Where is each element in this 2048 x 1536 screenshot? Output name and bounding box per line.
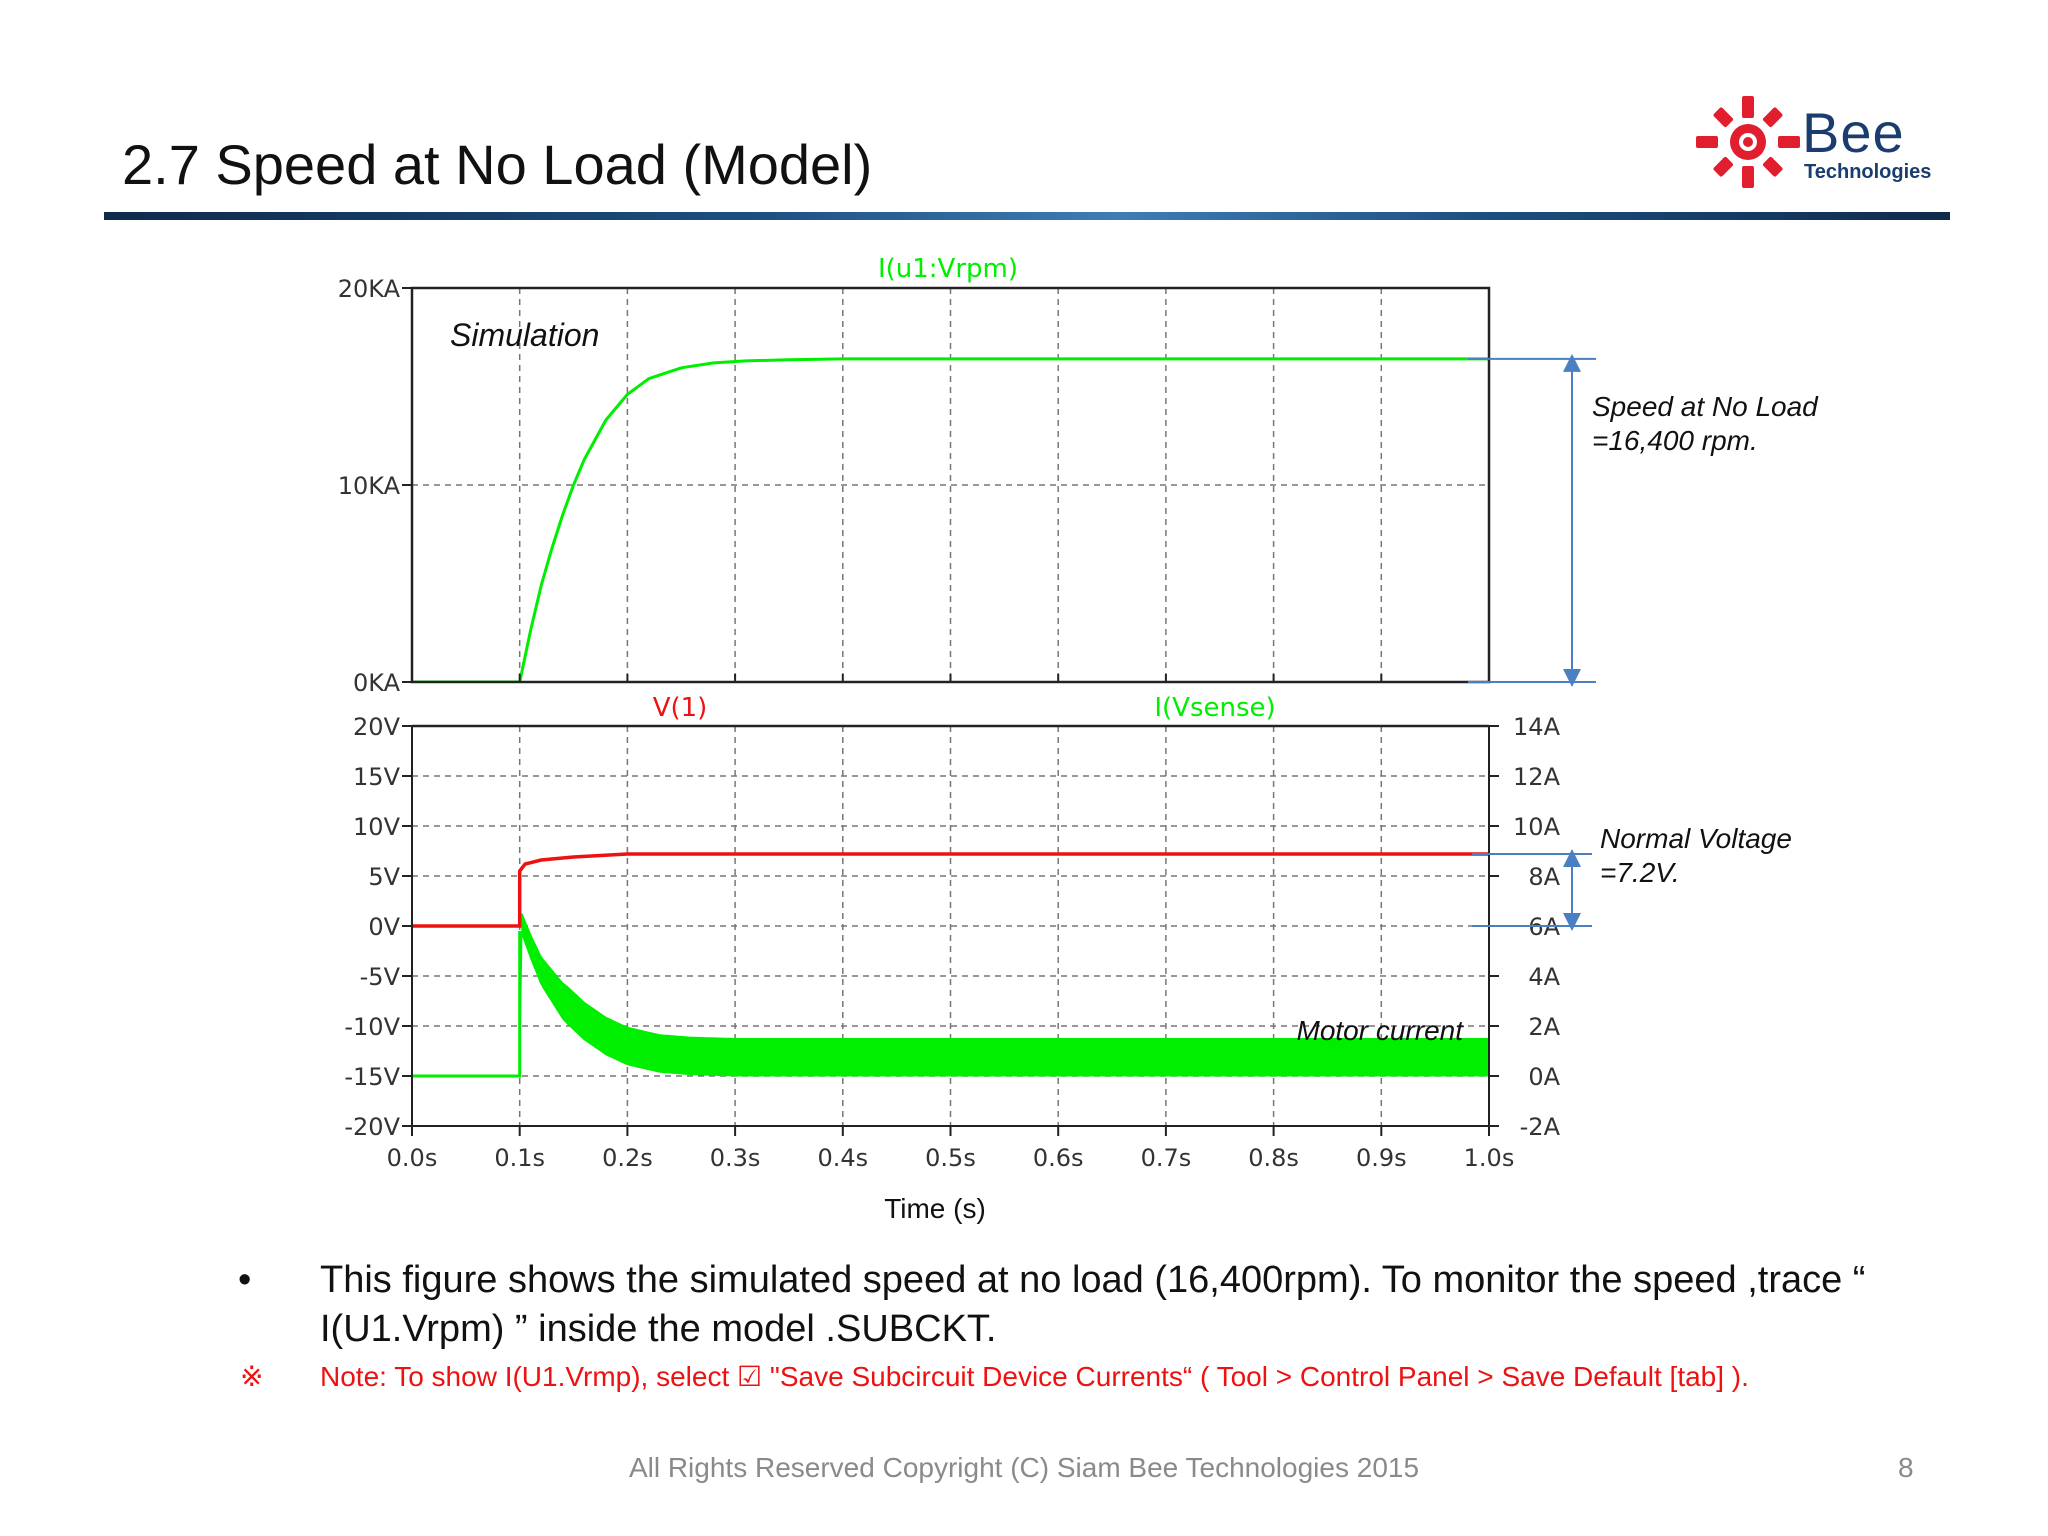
slide-title: 2.7 Speed at No Load (Model) [122, 133, 873, 196]
current-y-tick-label: 10A [1513, 813, 1561, 841]
speed-plot-traces [412, 357, 1489, 682]
bee-technologies-logo: Bee Technologies [1696, 96, 1931, 188]
voltage-y-tick-label: -10V [344, 1013, 400, 1041]
normal-voltage-label: Normal Voltage [1600, 823, 1792, 854]
bullet-dot: • [238, 1259, 252, 1301]
x-tick-label: 0.9s [1356, 1144, 1407, 1172]
speed-plot-grid [412, 288, 1489, 682]
bee-logo-name: Bee [1802, 101, 1905, 164]
voltage-y-tick-label: -20V [344, 1113, 400, 1141]
motor-current-ripple-band [519, 913, 1489, 1077]
speed-y-tick-label: 0KA [353, 669, 401, 697]
x-tick-label: 0.0s [387, 1144, 438, 1172]
x-axis-title: Time (s) [884, 1193, 986, 1224]
x-tick-label: 0.1s [494, 1144, 545, 1172]
x-tick-label: 0.3s [710, 1144, 761, 1172]
voltage-current-plot-traces [412, 852, 1489, 1078]
voltage-y-tick-label: 0V [368, 913, 400, 941]
note-mark: ※ [240, 1361, 264, 1392]
bottom-legend-voltage-label: V(1) [653, 693, 708, 723]
speed-no-load-value: =16,400 rpm. [1592, 425, 1758, 456]
x-tick-label: 0.4s [817, 1144, 868, 1172]
voltage-y-tick-label: 5V [368, 863, 400, 891]
footer-copyright: All Rights Reserved Copyright (C) Siam B… [628, 1452, 1420, 1483]
speed-y-tick-label: 10KA [338, 472, 401, 500]
motor-speed-trace [412, 357, 1489, 682]
motor-current-trace [412, 931, 522, 1078]
x-tick-label: 0.6s [1033, 1144, 1084, 1172]
normal-voltage-value: =7.2V. [1600, 857, 1680, 888]
note-text: Note: To show I(U1.Vrmp), select ☑ "Save… [320, 1361, 1749, 1392]
title-divider [104, 212, 1950, 220]
current-y-tick-label: -2A [1520, 1113, 1561, 1141]
bottom-legend-current-label: I(Vsense) [1154, 693, 1275, 723]
x-tick-label: 0.5s [925, 1144, 976, 1172]
voltage-y-tick-label: -5V [360, 963, 401, 991]
x-tick-label: 0.2s [602, 1144, 653, 1172]
voltage-current-plot-ticks: 0.0s 0.1s 0.2s 0.3s 0.4s 0.5s 0.6s 0.7s 0.8s 0.9s… [344, 713, 1560, 1172]
simulation-chart: 20KA 10KA 0KA 0.0s 0.1s 0.2s 0.3s 0.4s 0.5s 0.6s… [338, 254, 1819, 1224]
top-legend-series-label: I(u1:Vrpm) [878, 254, 1018, 284]
bee-logo-sub: Technologies [1804, 161, 1931, 183]
speed-plot-ticks: 20KA 10KA 0KA [338, 275, 1490, 697]
current-y-tick-label: 8A [1528, 863, 1560, 891]
speed-no-load-label: Speed at No Load [1592, 391, 1819, 422]
current-y-tick-label: 4A [1528, 963, 1560, 991]
voltage-y-tick-label: 15V [353, 763, 401, 791]
x-tick-label: 0.7s [1141, 1144, 1192, 1172]
speed-dimension-annotation [1468, 353, 1596, 687]
speed-y-tick-label: 20KA [338, 275, 401, 303]
x-tick-label: 1.0s [1464, 1144, 1515, 1172]
current-y-tick-label: 2A [1528, 1013, 1560, 1041]
bullet-text: This figure shows the simulated speed at… [320, 1259, 1866, 1350]
current-y-tick-label: 0A [1528, 1063, 1560, 1091]
bee-logo-mark-icon [1696, 96, 1800, 188]
voltage-y-tick-label: -15V [344, 1063, 400, 1091]
motor-current-annotation: Motor current [1297, 1015, 1465, 1046]
voltage-trace [412, 852, 1489, 928]
voltage-dimension-annotation [1472, 849, 1592, 931]
voltage-y-tick-label: 20V [353, 713, 401, 741]
page-number: 8 [1898, 1452, 1914, 1483]
current-y-tick-label: 14A [1513, 713, 1561, 741]
simulation-annotation: Simulation [450, 317, 599, 353]
voltage-y-tick-label: 10V [353, 813, 401, 841]
x-tick-label: 0.8s [1248, 1144, 1299, 1172]
current-y-tick-label: 12A [1513, 763, 1561, 791]
